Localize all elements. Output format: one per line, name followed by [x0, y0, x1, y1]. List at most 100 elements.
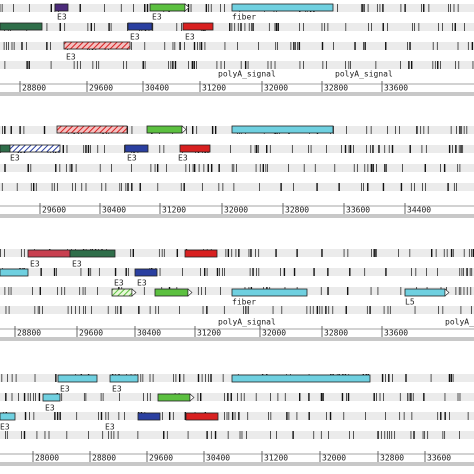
gene-feature: [154, 288, 189, 297]
ruler-label: 31200: [264, 454, 288, 463]
feature-arrow: [189, 393, 195, 402]
gene-feature: [69, 249, 116, 258]
gene-feature: [57, 374, 98, 383]
feature-label: E3: [57, 13, 67, 22]
track-band: [0, 306, 474, 314]
feature-label: L5: [405, 298, 415, 307]
ruler-label: 28800: [17, 329, 41, 338]
track-band: [0, 23, 474, 31]
gene-feature: [0, 268, 29, 277]
track-band: [0, 393, 474, 401]
gene-feature: [111, 288, 133, 297]
gene-feature: [63, 41, 131, 50]
track-band: [0, 183, 474, 191]
feature-label: polyA_signal: [218, 318, 276, 327]
gene-feature: [149, 3, 186, 12]
feature-label: E3: [30, 260, 40, 269]
ruler-label: 30400: [206, 454, 230, 463]
ruler-label: 29600: [149, 454, 173, 463]
track-band: [0, 61, 474, 69]
ruler-label: 32800: [380, 454, 404, 463]
gene-feature: [56, 125, 128, 134]
feature-arrow: [184, 3, 190, 12]
feature-label: E3: [45, 404, 55, 413]
track-band: [0, 145, 474, 153]
gene-feature: [137, 412, 161, 421]
gene-feature: [184, 249, 218, 258]
ruler-bar: [0, 214, 474, 218]
gene-feature: [27, 249, 71, 258]
gene-feature: [231, 374, 371, 383]
ruler-label: 31200: [197, 329, 221, 338]
feature-label: E3: [66, 53, 76, 62]
gene-feature: [179, 144, 211, 153]
gene-feature: [0, 412, 16, 421]
gene-feature: [109, 374, 139, 383]
feature-label: E3: [60, 385, 70, 394]
gene-feature: [231, 125, 334, 134]
gene-feature: [134, 268, 158, 277]
gene-feature: [146, 125, 183, 134]
ruler-bar: [0, 92, 474, 96]
feature-label: E3: [105, 423, 115, 432]
feature-label: E3: [178, 154, 188, 163]
ruler-label: 32000: [264, 84, 288, 93]
ruler-label: 32000: [224, 206, 248, 215]
gene-feature: [124, 144, 149, 153]
track-band: [0, 431, 474, 439]
ruler-label: 30400: [102, 206, 126, 215]
gene-feature: [157, 393, 191, 402]
feature-label: fiber: [232, 298, 256, 307]
ruler-bar: [0, 462, 474, 466]
feature-label: fiber: [232, 13, 256, 22]
feature-label: E3: [130, 33, 140, 42]
gene-feature: [0, 144, 11, 153]
gene-feature: [185, 412, 219, 421]
feature-arrow: [131, 288, 137, 297]
feature-label: E3: [152, 13, 162, 22]
ruler-bar: [0, 337, 474, 341]
feature-label: E3: [127, 154, 137, 163]
ruler-label: 34400: [407, 206, 431, 215]
feature-arrow: [181, 125, 187, 134]
feature-label: E3: [10, 154, 20, 163]
ruler-label: 32800: [324, 329, 348, 338]
ruler-label: 33600: [384, 329, 408, 338]
ruler-label: 33600: [346, 206, 370, 215]
gene-feature: [182, 22, 214, 31]
ruler-label: 30400: [137, 329, 161, 338]
feature-label: polyA_signal: [335, 70, 393, 79]
track-band: [0, 268, 474, 276]
ruler-label: 31200: [162, 206, 186, 215]
ruler-label: 29600: [42, 206, 66, 215]
ruler-label: 29600: [79, 329, 103, 338]
track-band: [0, 42, 474, 50]
ruler-label: 32000: [262, 329, 286, 338]
gene-feature: [0, 22, 43, 31]
feature-label: polyA_signal: [218, 70, 276, 79]
ruler-label: 29600: [89, 84, 113, 93]
gene-feature: [231, 3, 334, 12]
feature-label: E3: [137, 279, 147, 288]
ruler-label: 31200: [202, 84, 226, 93]
ruler-label: 30400: [145, 84, 169, 93]
gene-feature: [42, 393, 61, 402]
feature-label: E3: [114, 279, 124, 288]
gene-feature: [231, 288, 308, 297]
ruler-label: 33600: [427, 454, 451, 463]
ruler-label: 32000: [322, 454, 346, 463]
gene-feature: [127, 22, 153, 31]
gene-feature: [404, 288, 446, 297]
feature-label: polyA_signal: [445, 318, 474, 327]
gene-feature: [9, 144, 61, 153]
feature-label: E3: [112, 385, 122, 394]
ruler-label: 28800: [92, 454, 116, 463]
ruler-label: 32800: [324, 84, 348, 93]
ruler-label: 28000: [35, 454, 59, 463]
feature-label: E3: [0, 423, 10, 432]
ruler-label: 32800: [285, 206, 309, 215]
feature-arrow: [444, 288, 450, 297]
gene-feature: [54, 3, 69, 12]
feature-label: E3: [185, 33, 195, 42]
